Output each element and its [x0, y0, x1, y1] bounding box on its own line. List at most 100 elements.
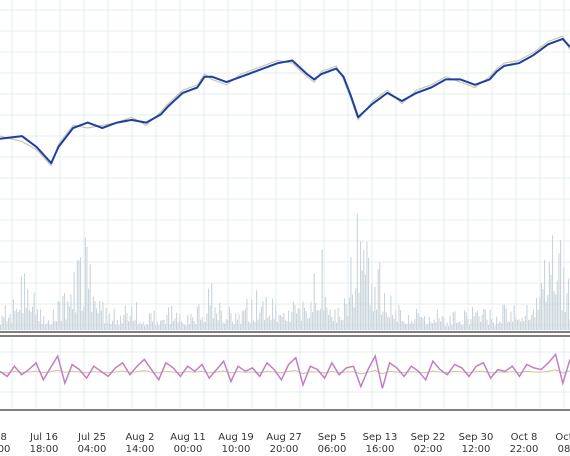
volume-bar — [122, 323, 123, 330]
volume-bar — [8, 318, 9, 330]
volume-bar — [158, 325, 159, 330]
volume-bar — [341, 320, 342, 330]
volume-bar — [536, 298, 537, 330]
volume-bar — [96, 308, 97, 330]
x-tick-label-time: 18:00 — [30, 444, 59, 452]
volume-bar — [379, 262, 380, 330]
volume-bar — [368, 258, 369, 330]
volume-bar — [354, 308, 355, 330]
volume-bar — [237, 320, 238, 330]
x-tick-label-time: 08:00 — [0, 444, 10, 452]
volume-bar — [445, 326, 446, 330]
volume-bar — [261, 307, 262, 330]
volume-bar — [459, 321, 460, 330]
volume-bar — [469, 325, 470, 330]
volume-bar — [538, 310, 539, 330]
volume-bar — [397, 322, 398, 330]
oscillator-lines — [0, 354, 570, 388]
volume-bar — [398, 305, 399, 330]
volume-bar — [194, 321, 195, 330]
volume-bar — [309, 317, 310, 330]
volume-bar — [114, 308, 115, 330]
volume-bar — [472, 307, 473, 330]
volume-bar — [557, 281, 558, 330]
volume-bar — [99, 301, 100, 330]
volume-bar — [238, 314, 239, 330]
volume-bar — [549, 262, 550, 330]
volume-bar — [70, 294, 71, 330]
volume-bar — [382, 312, 383, 330]
volume-bar — [387, 317, 388, 330]
volume-bar — [298, 308, 299, 330]
volume-bar — [253, 320, 254, 330]
volume-bar — [138, 324, 139, 330]
volume-bar — [150, 313, 151, 330]
volume-bar — [192, 317, 193, 330]
volume-bar — [394, 319, 395, 330]
volume-bar — [22, 313, 23, 330]
volume-bar — [109, 314, 110, 330]
volume-bar — [274, 319, 275, 330]
volume-bar — [534, 317, 535, 330]
volume-bar — [51, 324, 52, 330]
volume-bar — [88, 289, 89, 330]
volume-bar — [496, 316, 497, 330]
volume-bar — [501, 323, 502, 330]
volume-bar — [525, 316, 526, 330]
volume-bar — [256, 290, 257, 330]
volume-bar — [358, 293, 359, 330]
volume-bar — [112, 321, 113, 330]
volume-bar — [310, 302, 311, 330]
volume-bar — [565, 312, 566, 330]
volume-bar — [187, 315, 188, 330]
volume-bar — [162, 320, 163, 330]
volume-bar — [21, 276, 22, 330]
volume-bar — [558, 253, 559, 330]
volume-bar — [286, 321, 287, 330]
volume-bar — [486, 320, 487, 330]
volume-bar — [438, 318, 439, 330]
volume-bar — [498, 323, 499, 330]
volume-bar — [240, 324, 241, 330]
volume-bar — [245, 309, 246, 330]
x-tick-label-date: Sep 5 — [318, 432, 346, 443]
volume-bar — [339, 317, 340, 330]
volume-bar — [378, 269, 379, 330]
volume-bar — [226, 319, 227, 330]
volume-bar — [280, 315, 281, 330]
volume-bar — [160, 321, 161, 330]
volume-bar — [230, 313, 231, 330]
volume-bar — [349, 297, 350, 330]
volume-bar — [75, 312, 76, 330]
volume-bar — [325, 297, 326, 330]
volume-bar — [312, 312, 313, 330]
x-tick-label-time: 04:00 — [78, 444, 107, 452]
volume-bar — [149, 313, 150, 330]
volume-bar — [37, 309, 38, 330]
volume-bar — [123, 315, 124, 330]
volume-bar — [344, 298, 345, 330]
volume-bar — [555, 294, 556, 330]
volume-bar — [314, 273, 315, 330]
volume-bar — [453, 312, 454, 330]
volume-bar — [547, 295, 548, 330]
volume-bar — [275, 305, 276, 330]
volume-bar — [251, 299, 252, 330]
volume-bar — [554, 291, 555, 330]
volume-bar — [291, 312, 292, 330]
volume-bar — [421, 317, 422, 330]
volume-bar — [198, 304, 199, 330]
volume-bar — [254, 322, 255, 330]
volume-bar — [13, 299, 14, 330]
volume-bar — [94, 301, 95, 330]
volume-bar — [46, 323, 47, 330]
x-tick-label-time: 16:00 — [366, 444, 395, 452]
volume-bar — [451, 325, 452, 330]
volume-bar — [357, 214, 358, 330]
volume-bar — [480, 322, 481, 330]
volume-bar — [323, 310, 324, 330]
volume-bar — [144, 326, 145, 330]
volume-bar — [478, 316, 479, 330]
volume-bar — [136, 302, 137, 330]
volume-bar — [294, 305, 295, 330]
